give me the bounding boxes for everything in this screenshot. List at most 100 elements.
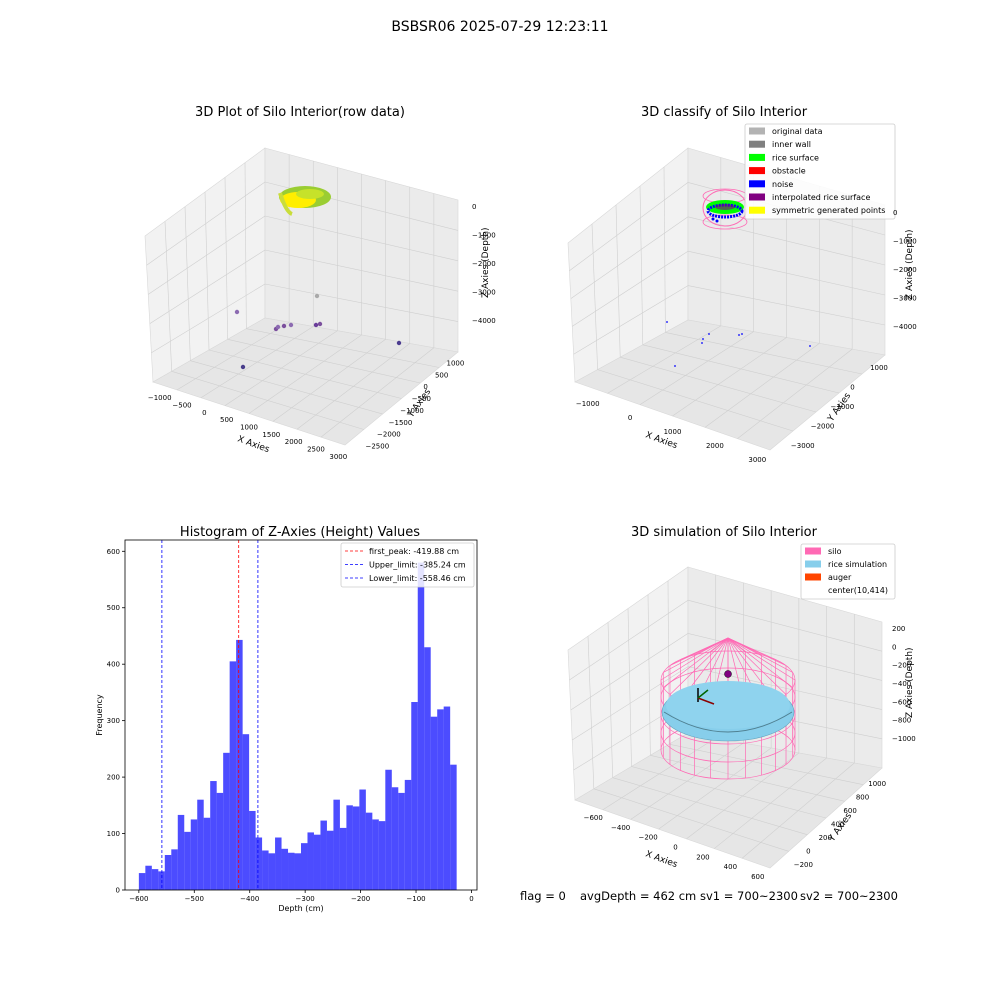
gridline (151, 283, 266, 354)
y-tick-label: 600 (107, 548, 120, 556)
silo-roof-line (710, 637, 729, 653)
status-flag: flag = 0 (520, 889, 566, 903)
panel2-z-tick-label: −4000 (893, 323, 917, 331)
histogram-bar (450, 764, 457, 890)
panel2-legend: original data inner wall rice surface obsta… (749, 127, 885, 215)
panel4-z-tick-label: −600 (892, 698, 911, 706)
panel2-x-tick-label: 3000 (748, 456, 766, 464)
panel1-x-ticks: −1000−500 0 500 1000 1500 2000 2500 3000 (148, 394, 347, 461)
gridline (320, 347, 435, 438)
histogram-bar (404, 779, 412, 890)
x-tick-label: −500 (185, 895, 204, 903)
histogram-bar (385, 769, 392, 890)
panel1-y-tick-label: −1000 (400, 407, 424, 415)
panel4-y-tick-label: −200 (794, 861, 813, 869)
histogram-bar (197, 799, 204, 890)
gridline (686, 752, 800, 840)
panel4-z-tick-label: −400 (892, 680, 911, 688)
histogram-bar (437, 709, 444, 890)
x-tick-label: −300 (296, 895, 315, 903)
gridline (248, 334, 362, 414)
gridline (224, 330, 338, 406)
histogram-bar (249, 810, 256, 890)
legend-label: symmetric generated points (772, 206, 885, 215)
panel1-y-label: Y Axies (406, 387, 434, 420)
legend-swatch (749, 167, 765, 175)
noise-point (809, 345, 811, 347)
histogram-bar (223, 752, 230, 890)
gridline (607, 622, 613, 778)
x-tick-label: −400 (240, 895, 259, 903)
panel4-x-tick-label: −200 (638, 834, 657, 842)
panel4-y-tick-label: 1000 (868, 780, 886, 788)
panel2-x-tick-label: 1000 (664, 428, 682, 436)
panel2-legend-frame (744, 123, 896, 220)
gridline (658, 747, 772, 830)
panel2-x-ticks: −1000 0 1000 2000 3000 (576, 400, 766, 464)
histogram-bar (210, 781, 217, 890)
gridline (184, 206, 191, 361)
gridline (264, 215, 459, 262)
histogram-bar (164, 855, 172, 890)
histogram-bars (138, 562, 457, 890)
legend-swatch (749, 153, 765, 161)
outlier-point (317, 321, 323, 327)
panel2-x-tick-label: −1000 (576, 400, 600, 408)
gridline (672, 337, 787, 417)
panel2-z-tick-label: 0 (893, 209, 897, 217)
panel1-x-tick-label: 1000 (240, 424, 258, 432)
panel2-z-tick-label: −3000 (893, 295, 917, 303)
status-sv1: sv1 = 700~2300 (700, 889, 798, 903)
histogram-x-ticks: −600 −500 −400 −300 −200 −100 0 (129, 890, 474, 903)
panel1-y-tick-label: −1500 (389, 419, 413, 427)
panel4-x-tick-label: 600 (751, 873, 764, 881)
noise-point (674, 365, 676, 367)
histogram-bar (417, 562, 425, 890)
noise-point (666, 321, 668, 323)
histogram-legend: first_peak: -419.88 cm Upper_limit: -385.… (345, 547, 466, 583)
noise-point (702, 338, 704, 340)
gridline (570, 216, 689, 299)
panel1-z-tick-label: 0 (472, 203, 476, 211)
gridline (244, 162, 247, 329)
y-tick-label: 0 (116, 887, 120, 895)
panel1-y-tick-label: −2500 (365, 442, 389, 450)
histogram-bar (443, 706, 451, 890)
noise-point (741, 333, 743, 335)
gridline (630, 742, 744, 820)
panel-simulation: 3D simulation of Silo Interior silo rice … (567, 525, 916, 881)
panel2-x-tick-label: 0 (628, 414, 632, 422)
gridline (164, 221, 172, 372)
legend-label: inner wall (772, 140, 811, 149)
gridline (687, 599, 883, 652)
panel4-y-tick-label: 600 (843, 807, 856, 815)
panel1-x-tick-label: 0 (202, 409, 206, 417)
panel4-z-tick-label: 0 (892, 643, 896, 651)
histogram-bar (326, 830, 334, 890)
panel-classify: 3D classify of Silo Interior original da… (567, 105, 917, 464)
panel1-z-tick-label: −2000 (472, 260, 496, 268)
gridline (264, 249, 459, 292)
legend-swatch (749, 193, 765, 201)
panel4-y-tick-label: 200 (819, 834, 832, 842)
rice-simulation-surface (661, 681, 795, 742)
silo-roof-line (680, 637, 729, 660)
panel4-z-tick-label: −200 (892, 662, 911, 670)
gridline (687, 216, 886, 266)
panel4-z-label: Z Axies (Depth) (905, 647, 915, 718)
gridline (687, 666, 883, 710)
panel1-x-tick-label: 2000 (285, 438, 303, 446)
auger-marker (697, 670, 732, 705)
panel4-gridlines (569, 574, 883, 859)
outlier-point (234, 309, 240, 315)
outlier-point (396, 340, 402, 346)
histogram-bar (339, 827, 347, 890)
histogram-bar (411, 702, 418, 890)
panel-raw-data: 3D Plot of Silo Interior(row data) X Axi… (144, 105, 496, 461)
outlier-point (288, 322, 294, 328)
histogram-legend-frame (340, 542, 475, 588)
x-tick-label: −600 (129, 895, 148, 903)
panel2-y-tick-label: −1000 (831, 403, 855, 411)
gridline (296, 343, 410, 430)
histogram-bar (229, 661, 237, 890)
